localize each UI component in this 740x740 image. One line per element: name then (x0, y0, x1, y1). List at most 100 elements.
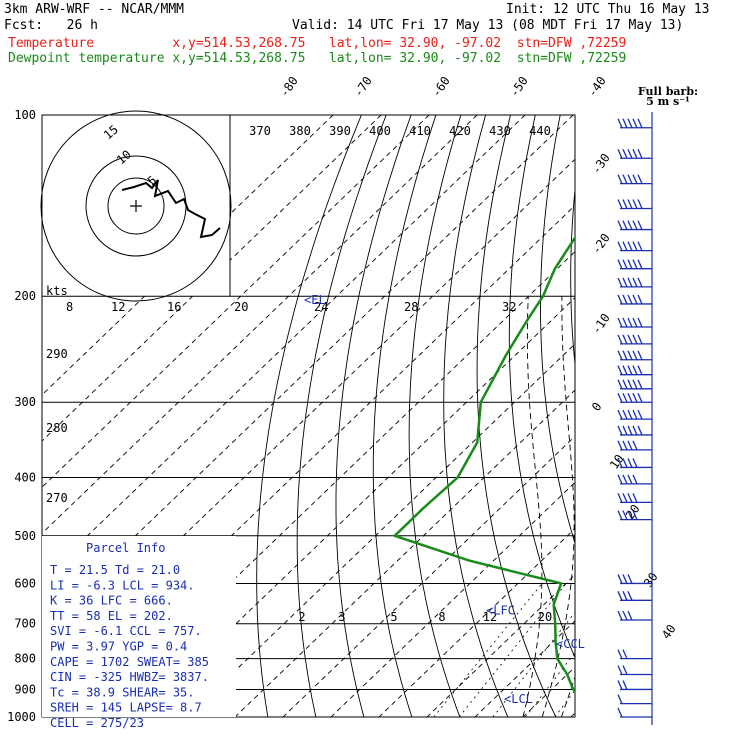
barb-feather (627, 334, 633, 345)
barb-feather (627, 440, 633, 451)
barb-feather (622, 440, 628, 451)
barb-feather (637, 350, 643, 361)
dry-adiabat (734, 115, 740, 730)
parcel-level-marker: <EL (304, 293, 326, 307)
barb-feather (617, 665, 623, 675)
dry-adiabat (709, 115, 740, 730)
dry-adiabat (372, 115, 437, 717)
barb-feather (617, 294, 623, 305)
wind-barb (617, 294, 652, 305)
barb-feather (632, 259, 638, 269)
barb-feather (622, 241, 628, 251)
barb-feather (617, 510, 623, 520)
barb-feather (622, 277, 628, 288)
dry-adiabat (335, 115, 412, 717)
mixing-ratio-line (594, 583, 693, 717)
wind-barb (617, 317, 652, 328)
barb-feather (632, 350, 638, 361)
barb-feather (617, 694, 623, 704)
theta-label: 380 (289, 124, 311, 138)
barb-feather (622, 510, 628, 520)
wind-barb (617, 493, 652, 504)
wind-barb (617, 174, 652, 185)
wind-barb (617, 392, 652, 403)
barb-feather (617, 458, 623, 468)
mixing-ratio-label: 12 (483, 610, 497, 624)
barb-legend-value: 5 m s⁻¹ (646, 95, 690, 108)
barb-feather (627, 409, 633, 420)
wind-barb (617, 350, 652, 361)
barb-feather (617, 174, 623, 184)
barb-feather (627, 317, 633, 328)
barb-feather (632, 241, 638, 251)
dewpoint-line (393, 236, 575, 717)
barb-feather (627, 458, 633, 468)
parcel-info-background (42, 536, 236, 717)
barb-feather (617, 707, 623, 718)
barb-feather (622, 665, 628, 675)
barb-feather (637, 277, 643, 288)
isotherm-label: -80 (277, 74, 301, 100)
theta-label: 390 (329, 124, 351, 138)
theta-label: 420 (449, 124, 471, 138)
barb-feather (617, 334, 623, 345)
pressure-label: 800 (14, 652, 36, 666)
isotherm (378, 527, 575, 717)
barb-feather (617, 392, 623, 403)
barb-feather (627, 425, 633, 436)
barb-feather (637, 392, 643, 403)
theta-label: 410 (409, 124, 431, 138)
wind-barb (617, 425, 652, 436)
dry-adiabat (683, 115, 740, 730)
barb-feather (627, 392, 633, 403)
barb-feather (632, 392, 638, 403)
forecast-hour: Fcst: 26 h (4, 18, 98, 33)
barb-feather (632, 294, 638, 305)
barb-feather (627, 277, 633, 288)
mixing-ratio-label: 8 (438, 610, 445, 624)
theta-left-label: 290 (46, 347, 68, 361)
wind-speed-tick: 32 (502, 300, 516, 314)
dry-adiabat (570, 185, 575, 369)
theta-left-label: 280 (46, 421, 68, 435)
barb-feather (632, 379, 638, 390)
pressure-label: 400 (14, 470, 36, 484)
pressure-label: 100 (14, 108, 36, 122)
wind-barb (617, 199, 652, 210)
theta-label: 370 (249, 124, 271, 138)
parcel-path (578, 299, 655, 717)
barb-feather (632, 220, 638, 230)
barb-feather (622, 474, 628, 485)
dry-adiabat (476, 115, 557, 717)
barb-feather (627, 259, 633, 269)
barb-feather (632, 409, 638, 420)
barb-feather (622, 610, 628, 621)
barb-feather (627, 241, 633, 251)
dewpoint-legend: Dewpoint temperature x,y=514.53,268.75 l… (8, 51, 627, 66)
parcel-info-row: SREH = 145 LAPSE= 8.7 (50, 701, 202, 715)
wind-barb (617, 409, 652, 420)
barb-feather (622, 334, 628, 345)
barb-feather (632, 440, 638, 451)
barb-feather (617, 493, 623, 503)
barb-feather (622, 294, 628, 305)
barb-feather (632, 199, 638, 209)
barb-feather (617, 118, 623, 129)
parcel-info-row: T = 21.5 Td = 21.0 (50, 563, 180, 577)
barb-feather (632, 510, 638, 520)
barb-feather (627, 379, 633, 390)
barb-feather (637, 294, 643, 305)
moist-adiabat (522, 296, 543, 717)
wind-barb (617, 440, 652, 451)
mixing-ratio-label: 20 (538, 610, 552, 624)
isotherm (282, 435, 575, 717)
barb-feather (627, 174, 633, 184)
wind-barb (617, 680, 652, 691)
dry-adiabat (628, 115, 740, 730)
barb-feather (627, 118, 633, 129)
parcel-info-title: Parcel Info (86, 541, 165, 555)
barb-feather (617, 199, 623, 209)
barb-feather (617, 409, 623, 420)
